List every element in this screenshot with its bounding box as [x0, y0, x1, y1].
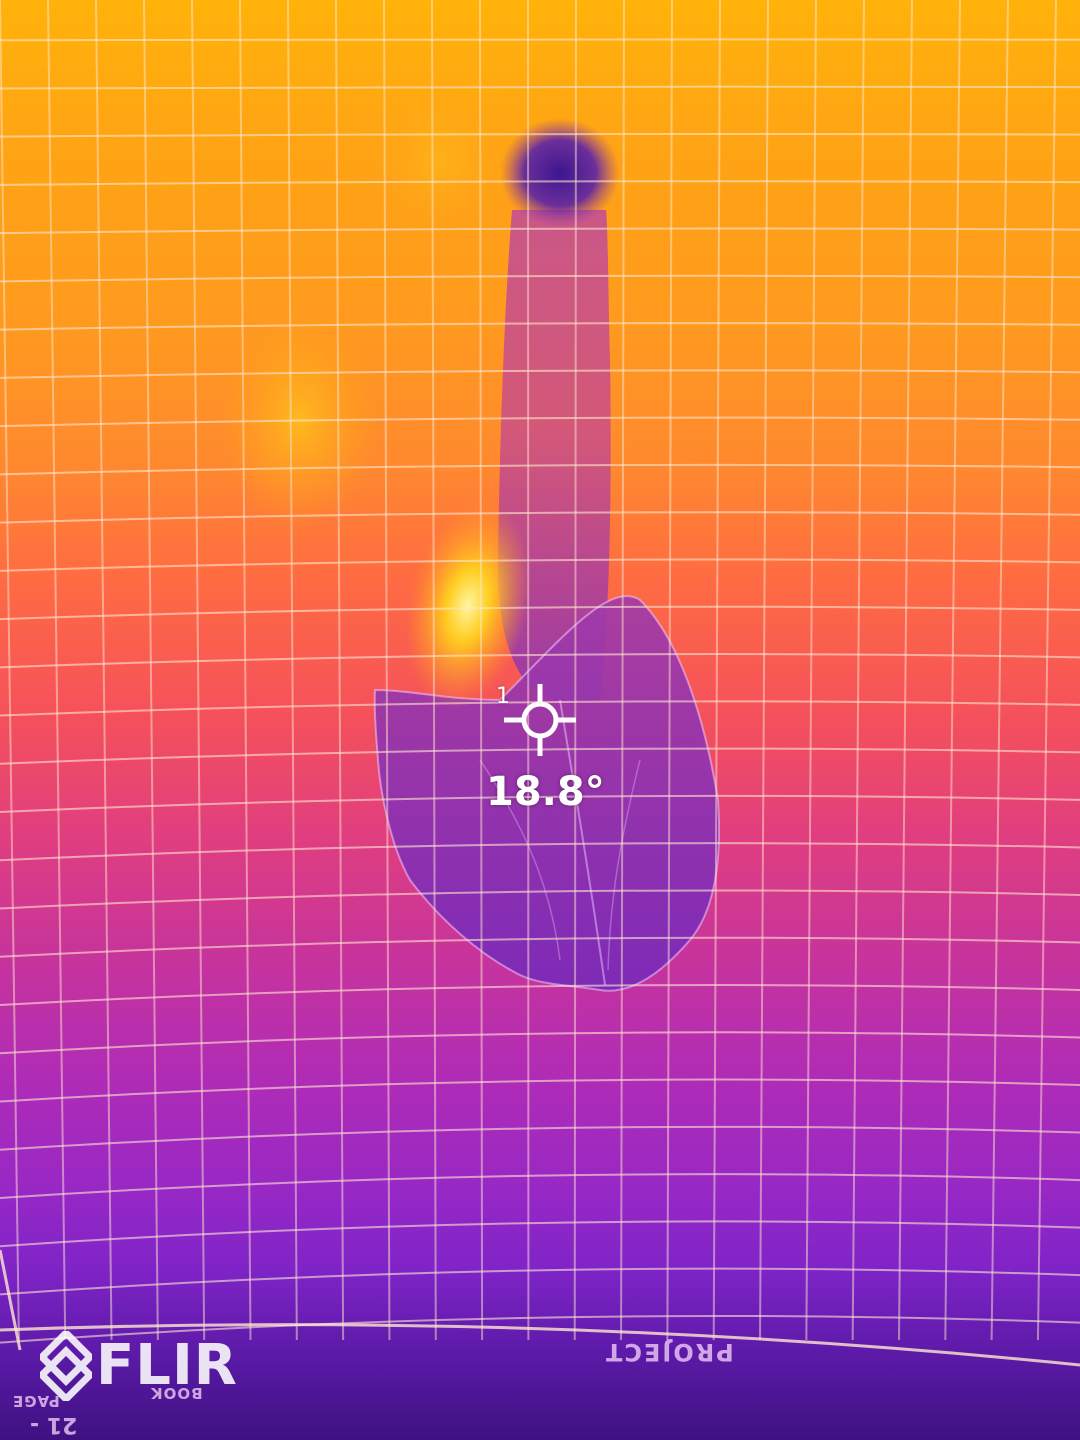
grid-line-horizontal [0, 842, 1080, 862]
grid-line-vertical [712, 0, 721, 1341]
grid-line-vertical [479, 0, 484, 1341]
grid-line-horizontal [0, 1267, 1080, 1296]
grid-line-vertical [620, 0, 625, 1341]
flir-logo: FLIR [40, 1330, 238, 1402]
grid-line-vertical [335, 0, 345, 1341]
spot-temperature-readout: 18.8° [486, 769, 605, 815]
grid-line-vertical [0, 0, 20, 1341]
paper-border-line [0, 1249, 22, 1351]
grid-line-vertical [239, 0, 252, 1341]
grid-line-horizontal [0, 322, 1080, 331]
grid-line-horizontal [0, 1173, 1080, 1199]
grid-line-horizontal [0, 1125, 1080, 1151]
grid-line-vertical [431, 0, 437, 1341]
grid-line-vertical [383, 0, 391, 1341]
flir-diamond-icon [40, 1331, 92, 1401]
grid-line-vertical [47, 0, 67, 1341]
grid-line-vertical [573, 0, 577, 1341]
grid-line-vertical [666, 0, 673, 1341]
grid-line-vertical [805, 0, 817, 1341]
printed-label-project: PROJECT [604, 1338, 734, 1366]
grid-line-horizontal [0, 416, 1080, 428]
grid-line-horizontal [0, 511, 1080, 524]
grid-line-horizontal [0, 369, 1080, 379]
warm-haze-upper [370, 80, 510, 240]
grid-line-horizontal [0, 227, 1080, 235]
grid-line-horizontal [0, 85, 1080, 90]
spot-meter-index: 1 [496, 684, 510, 709]
grid-line-horizontal [0, 38, 1080, 42]
grid-line-vertical [287, 0, 298, 1341]
grid-line-vertical [990, 0, 1009, 1341]
grid-line-vertical [851, 0, 865, 1341]
grid-line-horizontal [0, 605, 1080, 621]
grid-line-horizontal [0, 653, 1080, 669]
flir-logo-text: FLIR [96, 1333, 238, 1398]
grid-line-vertical [95, 0, 113, 1341]
grid-line-vertical [143, 0, 159, 1341]
grid-line-horizontal [0, 132, 1080, 138]
leaf-vein-1 [559, 699, 606, 986]
grid-line-horizontal [0, 1078, 1080, 1103]
leaf-vein-2 [479, 759, 561, 961]
grid-line-horizontal [0, 274, 1080, 283]
printed-label-number: 21 - [30, 1412, 78, 1437]
grid-line-horizontal [0, 558, 1080, 572]
grid-line-vertical [1036, 0, 1057, 1341]
grid-line-vertical [759, 0, 769, 1341]
grid-line-vertical [191, 0, 206, 1341]
grid-line-vertical [897, 0, 913, 1341]
grid-line-horizontal [0, 984, 1080, 1006]
leaf-vein-3 [607, 759, 641, 971]
grid-line-horizontal [0, 936, 1080, 958]
grid-line-horizontal [0, 794, 1080, 814]
crosshair-icon [504, 684, 576, 756]
grid-line-horizontal [0, 1220, 1080, 1248]
grid-line-horizontal [0, 463, 1080, 476]
grid-line-horizontal [0, 1031, 1080, 1055]
grid-line-horizontal [0, 180, 1080, 186]
grid-line-horizontal [0, 889, 1080, 910]
paper-border-line [0, 1323, 1080, 1367]
grid-line-vertical [944, 0, 961, 1341]
cold-cap [500, 118, 620, 228]
